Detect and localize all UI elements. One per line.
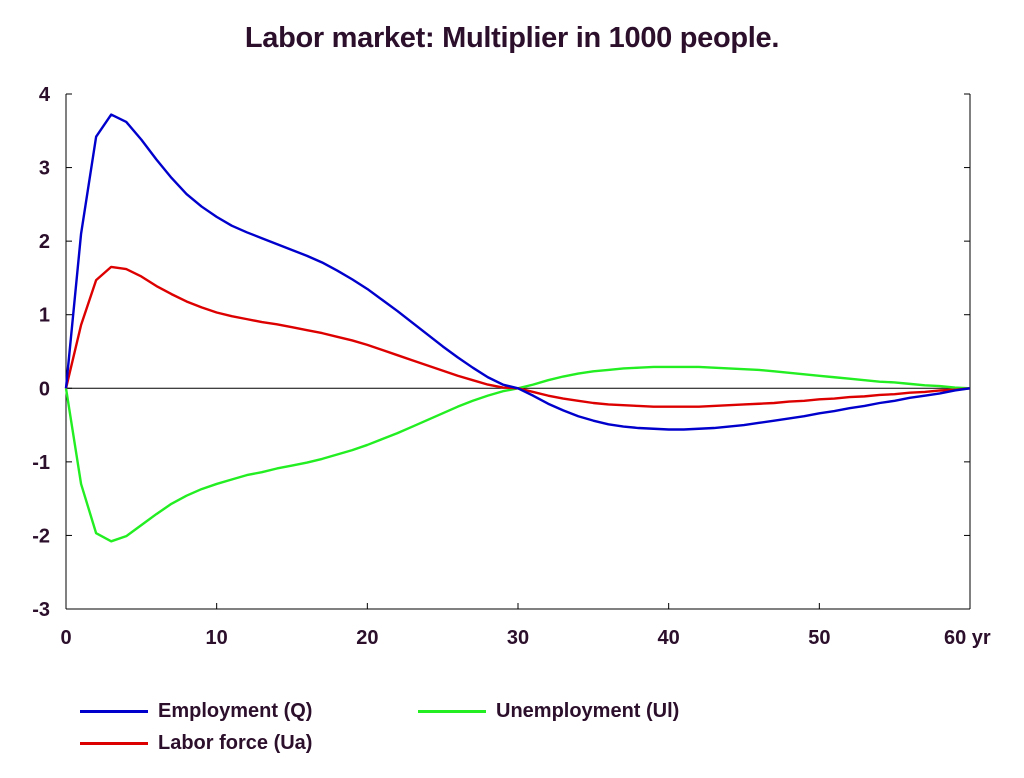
- y-tick-label: 4: [39, 84, 51, 106]
- y-tick-label: -2: [32, 525, 50, 547]
- y-tick-label: 1: [39, 305, 50, 327]
- y-tick-label: -1: [32, 452, 50, 474]
- series-layer: [64, 113, 971, 543]
- y-tick-label: 3: [39, 158, 50, 180]
- x-tick-label: 60 yr: [944, 627, 991, 649]
- series-line-employment-q: [64, 113, 971, 431]
- x-tick-label: 30: [507, 627, 529, 649]
- series-line-labor-force-ua: [64, 265, 971, 408]
- x-tick-label: 10: [206, 627, 228, 649]
- y-tick-label: 0: [39, 378, 50, 400]
- x-tick-label: 50: [808, 627, 830, 649]
- y-tick-label: 2: [39, 231, 50, 253]
- series-line-unemployment-ul: [64, 365, 971, 543]
- x-tick-label: 40: [658, 627, 680, 649]
- chart-axes: [65, 93, 971, 610]
- chart-title: Labor market: Multiplier in 1000 people.: [244, 22, 780, 54]
- x-tick-label: 20: [356, 627, 378, 649]
- y-tick-label: -3: [32, 599, 50, 621]
- x-tick-label: 0: [60, 627, 71, 649]
